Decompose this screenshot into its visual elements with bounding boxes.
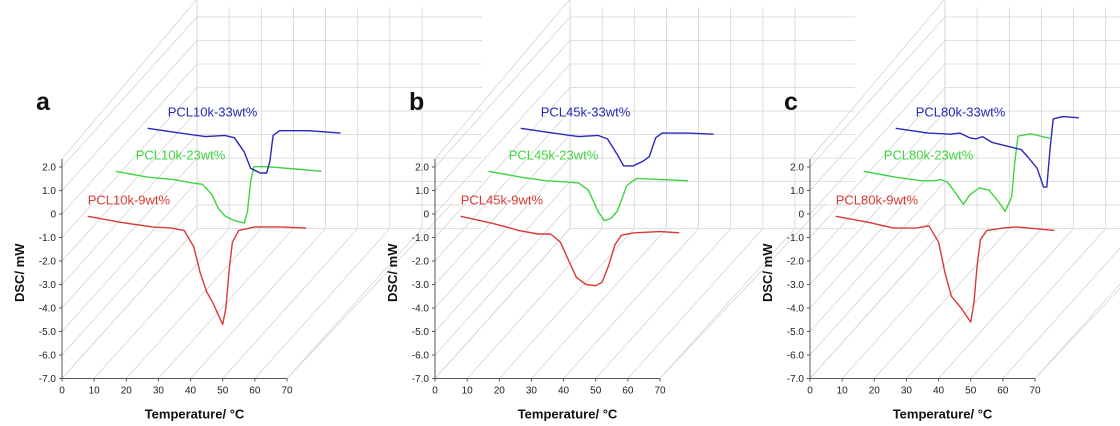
- y-tick-label: 0: [423, 210, 429, 221]
- series-label: PCL80k-33wt%: [916, 104, 1006, 119]
- y-tick-label: -3.0: [39, 280, 57, 291]
- x-tick-label: 0: [432, 386, 438, 397]
- y-tick-label: -7.0: [412, 374, 430, 385]
- x-tick-label: 30: [153, 386, 165, 397]
- y-tick-label: -6.0: [412, 351, 430, 362]
- series-line: [835, 215, 1055, 323]
- panel-b: 2.01.00-1.0-2.0-3.0-4.0-5.0-6.0-7.00 10 20…: [385, 0, 855, 422]
- y-tick-label: -1.0: [39, 233, 57, 244]
- series-label: PCL10k-23wt%: [136, 147, 226, 162]
- x-tick-label: 60: [997, 386, 1009, 397]
- y-tick-label: 2.0: [415, 163, 429, 174]
- x-tick-label: 50: [590, 386, 602, 397]
- y-tick-label: -2.0: [412, 257, 430, 268]
- x-tick-label: 10: [462, 386, 474, 397]
- y-tick-label: -7.0: [787, 374, 805, 385]
- series-line: [520, 127, 714, 167]
- panel-c: 2.01.00-1.0-2.0-3.0-4.0-5.0-6.0-7.00 10 20…: [760, 0, 1120, 422]
- series-line: [488, 170, 689, 222]
- x-tick-label: 70: [281, 386, 293, 397]
- y-tick-label: -2.0: [39, 257, 57, 268]
- y-tick-label: -1.0: [412, 233, 430, 244]
- y-tick-label: -3.0: [412, 280, 430, 291]
- x-tick-label: 50: [217, 386, 229, 397]
- x-tick-label: 70: [1029, 386, 1041, 397]
- y-tick-label: 1.0: [790, 186, 804, 197]
- y-tick-label: -3.0: [787, 280, 805, 291]
- panel-letter: a: [36, 88, 51, 116]
- series-line: [460, 215, 680, 287]
- y-tick-label: 1.0: [415, 186, 429, 197]
- series-line: [115, 166, 322, 224]
- x-tick-label: 10: [837, 386, 849, 397]
- y-tick-label: -5.0: [787, 327, 805, 338]
- panel-letter: b: [409, 88, 424, 116]
- series-label: PCL80k-23wt%: [884, 147, 974, 162]
- series-line: [87, 215, 307, 326]
- y-tick-label: 1.0: [42, 186, 56, 197]
- x-tick-label: 40: [558, 386, 570, 397]
- x-tick-label: 30: [526, 386, 538, 397]
- y-axis-title: DSC/ mW: [760, 243, 775, 302]
- series-label: PCL45k-23wt%: [509, 147, 599, 162]
- y-tick-label: 2.0: [42, 163, 56, 174]
- y-tick-label: 0: [50, 210, 56, 221]
- y-tick-label: -1.0: [787, 233, 805, 244]
- x-tick-label: 0: [59, 386, 65, 397]
- x-tick-label: 30: [901, 386, 913, 397]
- x-tick-label: 40: [933, 386, 945, 397]
- y-tick-label: -5.0: [412, 327, 430, 338]
- series-label: PCL45k-33wt%: [541, 104, 631, 119]
- panel-grid: [61, 0, 482, 379]
- panel-grid: [809, 0, 1120, 379]
- x-tick-label: 20: [494, 386, 506, 397]
- x-axis-title: Temperature/ °C: [893, 407, 993, 422]
- series-line: [863, 133, 1051, 212]
- y-tick-label: 2.0: [790, 163, 804, 174]
- series-label: PCL10k-33wt%: [168, 104, 258, 119]
- x-tick-label: 20: [121, 386, 133, 397]
- x-tick-label: 50: [965, 386, 977, 397]
- x-axis-title: Temperature/ °C: [518, 407, 618, 422]
- series-line: [147, 127, 341, 174]
- x-axis-title: Temperature/ °C: [145, 407, 245, 422]
- x-tick-label: 10: [89, 386, 101, 397]
- y-axis-title: DSC/ mW: [385, 243, 400, 302]
- y-axis-title: DSC/ mW: [12, 243, 27, 302]
- y-tick-label: -2.0: [787, 257, 805, 268]
- x-tick-label: 70: [654, 386, 666, 397]
- series-label: PCL45k-9wt%: [461, 192, 544, 207]
- x-tick-label: 60: [622, 386, 634, 397]
- y-tick-label: -6.0: [787, 351, 805, 362]
- panel-a: 2.01.00-1.0-2.0-3.0-4.0-5.0-6.0-7.00 10 20…: [12, 0, 482, 422]
- x-tick-label: 20: [869, 386, 881, 397]
- y-tick-label: -4.0: [787, 304, 805, 315]
- x-tick-label: 60: [249, 386, 261, 397]
- y-tick-label: -4.0: [412, 304, 430, 315]
- series-label: PCL10k-9wt%: [88, 192, 171, 207]
- series-line: [895, 115, 1079, 188]
- y-tick-label: -5.0: [39, 327, 57, 338]
- panel-letter: c: [784, 88, 798, 116]
- y-tick-label: 0: [798, 210, 804, 221]
- y-tick-label: -6.0: [39, 351, 57, 362]
- series-label: PCL80k-9wt%: [836, 192, 919, 207]
- y-tick-label: -7.0: [39, 374, 57, 385]
- panel-grid: [434, 0, 855, 379]
- x-tick-label: 0: [807, 386, 813, 397]
- x-tick-label: 40: [185, 386, 197, 397]
- y-tick-label: -4.0: [39, 304, 57, 315]
